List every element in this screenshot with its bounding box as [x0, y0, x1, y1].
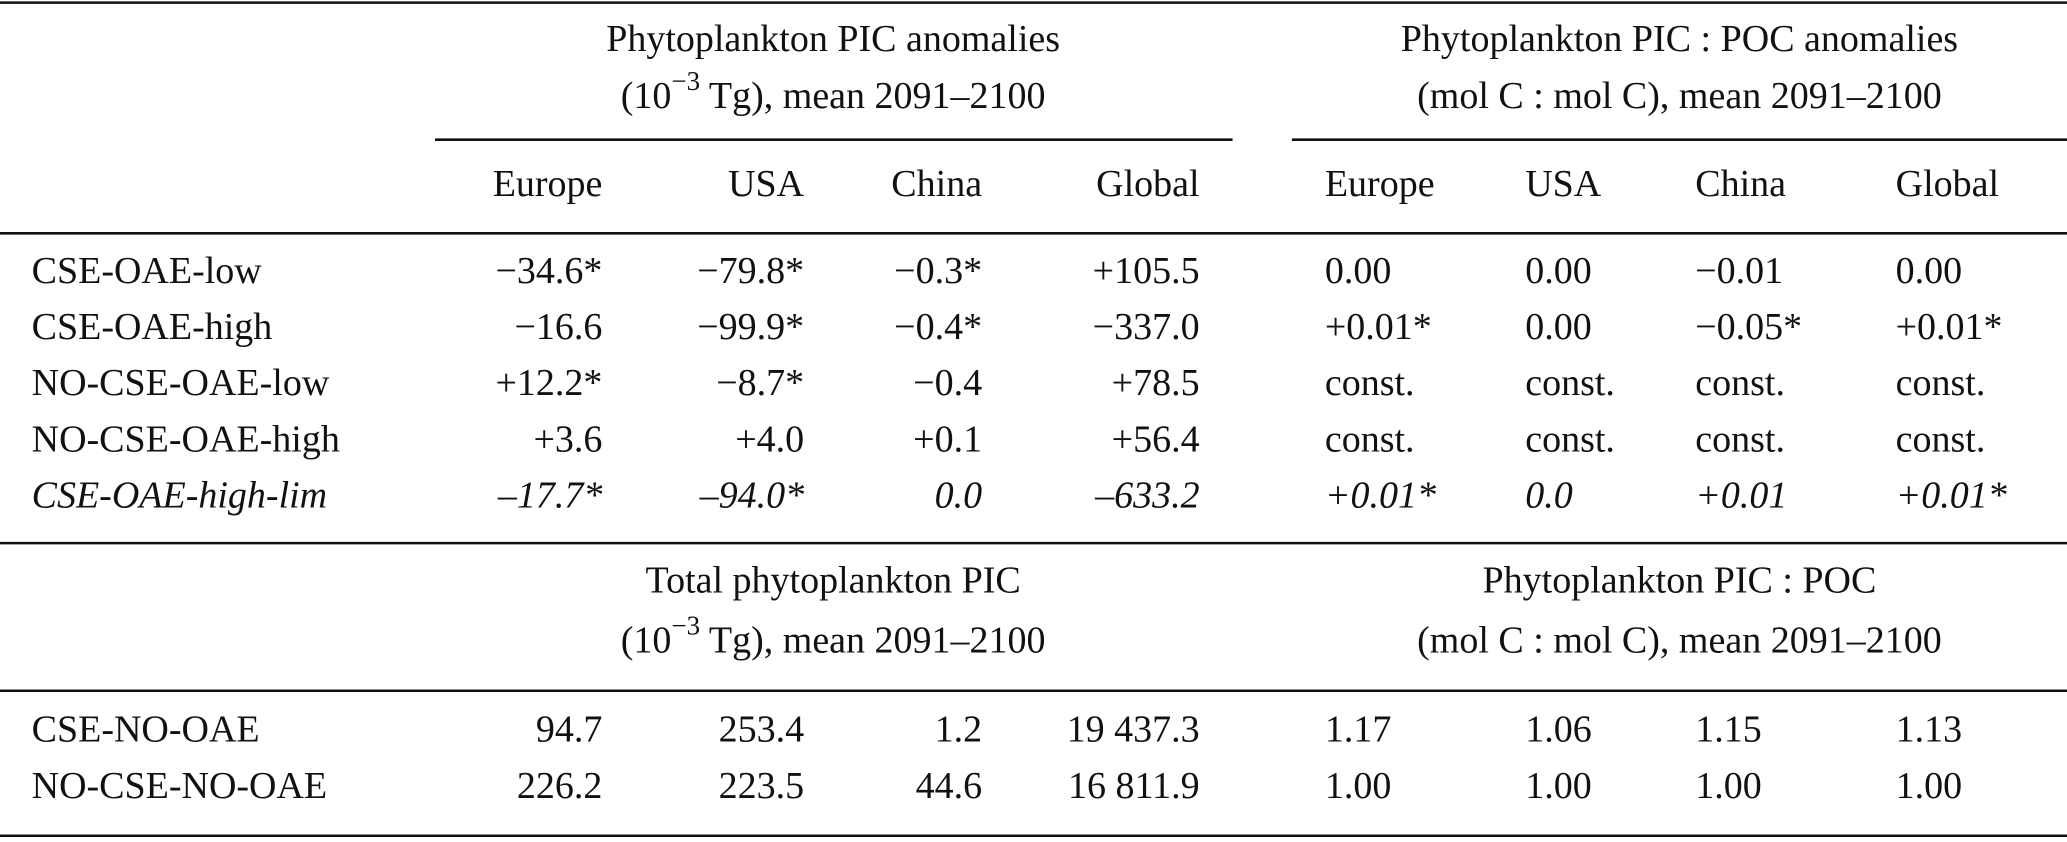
- cell: 1.00: [1325, 765, 1392, 807]
- cell: −99.9*: [697, 306, 804, 348]
- cell: −337.0: [1093, 306, 1200, 348]
- cell: 19 437.3: [1067, 709, 1200, 751]
- group-header-unit: (10−3 Tg), mean 2091–2100: [621, 66, 1046, 117]
- cell: −79.8*: [697, 250, 804, 292]
- cell: +0.01*: [1896, 306, 2003, 348]
- text-part: (10: [621, 619, 672, 661]
- row-label: CSE-OAE-high-lim: [32, 475, 328, 517]
- group-header-unit: (10−3 Tg), mean 2091–2100: [621, 611, 1046, 662]
- cell: 0.00: [1325, 250, 1392, 292]
- cell: 0.00: [1525, 250, 1592, 292]
- cell: 0.00: [1525, 306, 1592, 348]
- cell: const.: [1896, 418, 1986, 460]
- column-header: China: [891, 163, 982, 205]
- cell: +0.1: [913, 418, 982, 460]
- row-label: CSE-OAE-high: [32, 306, 273, 348]
- cell: –17.7*: [497, 475, 603, 517]
- column-header: Global: [1096, 163, 1199, 205]
- cell: const.: [1525, 418, 1615, 460]
- cell: +12.2*: [495, 362, 602, 404]
- cell: 0.0: [935, 475, 983, 517]
- cell: −16.6: [514, 306, 602, 348]
- cell: const.: [1695, 362, 1785, 404]
- column-header: USA: [728, 163, 805, 205]
- cell: –94.0*: [699, 475, 805, 517]
- cell: 1.17: [1325, 709, 1392, 751]
- row-label: CSE-OAE-low: [32, 250, 263, 292]
- cell: 226.2: [517, 765, 603, 807]
- cell: +3.6: [533, 418, 602, 460]
- cell: −34.6*: [495, 250, 602, 292]
- cell: −0.01: [1695, 250, 1783, 292]
- cell: −0.05*: [1695, 306, 1802, 348]
- cell: +0.01*: [1896, 475, 2007, 517]
- cell: −0.3*: [894, 250, 982, 292]
- group-header: Phytoplankton PIC : POC: [1483, 560, 1877, 602]
- group-header: Phytoplankton PIC anomalies: [606, 18, 1060, 60]
- cell: 1.06: [1525, 709, 1592, 751]
- cell: +56.4: [1112, 418, 1200, 460]
- cell: +0.01: [1695, 475, 1787, 517]
- row-label: NO-CSE-OAE-low: [32, 362, 330, 404]
- cell: +105.5: [1093, 250, 1200, 292]
- cell: 0.00: [1896, 250, 1963, 292]
- superscript: −3: [671, 611, 700, 641]
- cell: 16 811.9: [1068, 765, 1200, 807]
- column-header: USA: [1525, 163, 1602, 205]
- group-header: Total phytoplankton PIC: [646, 560, 1021, 602]
- cell: +0.01*: [1325, 306, 1432, 348]
- row-label: NO-CSE-OAE-high: [32, 418, 340, 460]
- cell: +78.5: [1112, 362, 1200, 404]
- cell: 1.13: [1896, 709, 1963, 751]
- cell: +4.0: [735, 418, 804, 460]
- cell: −0.4: [913, 362, 982, 404]
- cell: 223.5: [719, 765, 805, 807]
- cell: const.: [1695, 418, 1785, 460]
- group-header: Phytoplankton PIC : POC anomalies: [1401, 18, 1958, 60]
- cell: 0.0: [1525, 475, 1573, 517]
- text-part: Tg), mean 2091–2100: [700, 75, 1045, 117]
- cell: –633.2: [1094, 475, 1200, 517]
- cell: 1.2: [935, 709, 983, 751]
- row-label: NO-CSE-NO-OAE: [32, 765, 328, 807]
- cell: 94.7: [536, 709, 603, 751]
- cell: 1.00: [1525, 765, 1592, 807]
- group-header-unit: (mol C : mol C), mean 2091–2100: [1417, 75, 1942, 117]
- cell: +0.01*: [1325, 475, 1436, 517]
- cell: const.: [1896, 362, 1986, 404]
- column-header: Europe: [493, 163, 603, 205]
- text-part: (mol C : mol C), mean 2091–2100: [1417, 75, 1942, 117]
- cell: const.: [1325, 418, 1415, 460]
- group-header-unit: (mol C : mol C), mean 2091–2100: [1417, 619, 1942, 661]
- column-header: Europe: [1325, 163, 1435, 205]
- cell: const.: [1325, 362, 1415, 404]
- column-header: China: [1695, 163, 1786, 205]
- cell: −8.7*: [716, 362, 804, 404]
- cell: 1.00: [1695, 765, 1762, 807]
- cell: 1.15: [1695, 709, 1762, 751]
- text-part: (10: [621, 75, 672, 117]
- text-part: Tg), mean 2091–2100: [700, 619, 1045, 661]
- text-part: (mol C : mol C), mean 2091–2100: [1417, 619, 1942, 661]
- cell: −0.4*: [894, 306, 982, 348]
- cell: 1.00: [1896, 765, 1963, 807]
- cell: 44.6: [916, 765, 983, 807]
- cell: 253.4: [719, 709, 805, 751]
- column-header: Global: [1896, 163, 1999, 205]
- row-label: CSE-NO-OAE: [32, 709, 260, 751]
- superscript: −3: [671, 66, 700, 96]
- cell: const.: [1525, 362, 1615, 404]
